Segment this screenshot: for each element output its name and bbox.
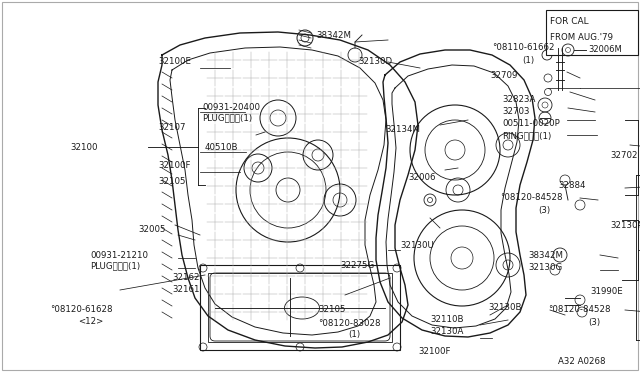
- Text: 32884: 32884: [558, 180, 586, 189]
- Bar: [200, 265, 400, 350]
- Text: (1): (1): [522, 55, 534, 64]
- Text: 32130B: 32130B: [488, 304, 522, 312]
- Text: 32105: 32105: [158, 177, 186, 186]
- Text: 32162: 32162: [172, 273, 200, 282]
- Text: <12>: <12>: [78, 317, 103, 327]
- Text: 32709: 32709: [490, 71, 517, 80]
- Text: FOR CAL: FOR CAL: [550, 17, 589, 26]
- Text: 32100E: 32100E: [158, 58, 191, 67]
- Text: 40510B: 40510B: [205, 144, 239, 153]
- Text: °08120-84528: °08120-84528: [500, 193, 563, 202]
- Text: 32005: 32005: [138, 225, 166, 234]
- Text: 32100F: 32100F: [158, 160, 191, 170]
- Text: °08120-83028: °08120-83028: [318, 318, 381, 327]
- Text: 32161: 32161: [172, 285, 200, 294]
- Text: 32130G: 32130G: [528, 263, 563, 273]
- Text: 32105: 32105: [318, 305, 346, 314]
- Text: 00931-20400: 00931-20400: [202, 103, 260, 112]
- Text: 38342M: 38342M: [316, 31, 351, 39]
- Text: 32703: 32703: [502, 108, 529, 116]
- Text: 32702: 32702: [610, 151, 637, 160]
- Text: °08120-61628: °08120-61628: [50, 305, 113, 314]
- Text: 32006: 32006: [408, 173, 435, 183]
- Text: °08110-61662: °08110-61662: [492, 44, 554, 52]
- Text: 32823A: 32823A: [502, 96, 536, 105]
- Bar: [546, 10, 638, 55]
- Text: PLUGプラグ(1): PLUGプラグ(1): [202, 113, 252, 122]
- Text: °08120-84528: °08120-84528: [548, 305, 611, 314]
- Text: 32130A: 32130A: [430, 327, 463, 337]
- Text: 00511-0020P: 00511-0020P: [502, 119, 560, 128]
- Text: 32130D: 32130D: [358, 58, 392, 67]
- Text: 32100: 32100: [70, 142, 97, 151]
- Text: 38342M: 38342M: [528, 250, 563, 260]
- Text: 32100F: 32100F: [418, 347, 451, 356]
- Text: (1): (1): [348, 330, 360, 340]
- Text: 32110B: 32110B: [430, 315, 463, 324]
- Text: 32275G: 32275G: [340, 260, 374, 269]
- Text: (3): (3): [588, 317, 600, 327]
- Text: (3): (3): [538, 205, 550, 215]
- Text: RINGリング(1): RINGリング(1): [502, 131, 551, 141]
- Text: A32 A0268: A32 A0268: [558, 357, 605, 366]
- Text: PLUGプラグ(1): PLUGプラグ(1): [90, 262, 140, 270]
- Bar: [208, 273, 392, 342]
- Text: 32107: 32107: [158, 124, 186, 132]
- Text: 32130M: 32130M: [610, 221, 640, 230]
- Text: 32134M: 32134M: [385, 125, 420, 135]
- Text: 31990E: 31990E: [590, 288, 623, 296]
- Text: 32006M: 32006M: [588, 45, 621, 55]
- Text: 00931-21210: 00931-21210: [90, 250, 148, 260]
- Text: 32130U: 32130U: [400, 241, 434, 250]
- Text: FROM AUG.'79: FROM AUG.'79: [550, 33, 613, 42]
